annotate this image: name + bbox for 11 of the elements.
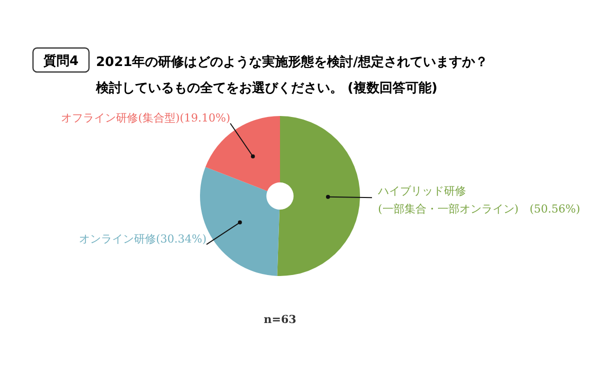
- chart-subtitle: 検討しているもの全てをお選びください。 (複数回答可能): [95, 80, 438, 96]
- slice-label: ハイブリッド研修 (一部集合・一部オンライン): [376, 184, 519, 216]
- data-label: (50.56%): [530, 202, 580, 216]
- slice-label: オフライン研修(集合型): [61, 111, 180, 124]
- text: 質問4: [42, 53, 79, 69]
- text: n=63: [264, 313, 296, 326]
- data-label: (30.34%): [156, 232, 207, 246]
- slice-label: オンライン研修: [78, 232, 156, 246]
- chart-title: 2021年の研修はどのような実施形態を検討/想定されていますか？: [96, 54, 488, 70]
- donut-slice: [277, 116, 360, 276]
- data-label: (19.10%): [180, 111, 230, 124]
